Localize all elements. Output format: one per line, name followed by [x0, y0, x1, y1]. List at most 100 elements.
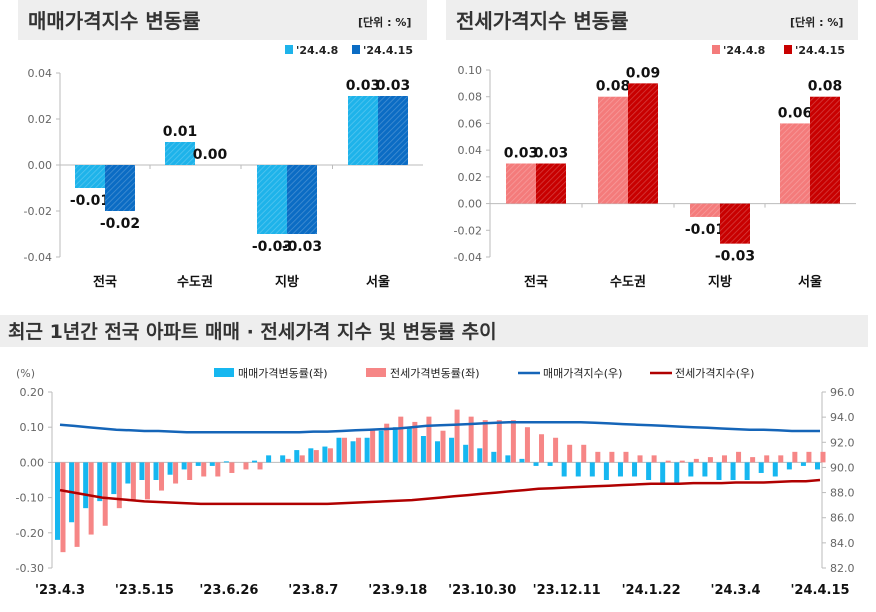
sale-data-label: 0.03: [346, 78, 381, 94]
sale-change-bar: [364, 437, 370, 463]
jeonse-bar-hatch: [810, 96, 840, 204]
x-tick-label: '24.1.22: [622, 583, 681, 598]
sale-change-bar: [280, 455, 286, 463]
jeonse-change-bar: [595, 451, 601, 463]
sale-change-bar: [786, 462, 792, 470]
bar-legend-swatch: [366, 368, 386, 377]
jeonse-change-bar: [764, 455, 770, 463]
jeonse-y-tick-label: -0.02: [454, 224, 482, 237]
jeonse-legend-swatch: [784, 45, 792, 54]
sale-bar-hatch: [378, 96, 408, 165]
sale-change-bar: [322, 446, 328, 463]
jeonse-change-bar: [229, 462, 235, 473]
sale-chart-title: 매매가격지수 변동률: [28, 9, 201, 33]
jeonse-change-bar: [693, 458, 699, 463]
sale-data-label: 0.01: [163, 124, 198, 140]
sale-data-label: 0.00: [193, 147, 228, 163]
jeonse-change-bar: [778, 455, 784, 463]
sale-change-bar: [603, 462, 609, 480]
sale-change-bar: [730, 462, 736, 480]
sale-legend-swatch: [352, 45, 360, 54]
jeonse-change-bar: [412, 421, 418, 463]
sale-legend-swatch: [285, 45, 293, 54]
sale-change-bar: [491, 451, 497, 463]
jeonse-change-bar: [257, 462, 263, 470]
jeonse-change-bar: [299, 455, 305, 463]
jeonse-bar-hatch: [598, 96, 628, 204]
jeonse-change-bar: [313, 450, 319, 463]
jeonse-data-label: -0.01: [685, 222, 725, 238]
jeonse-change-bar: [327, 448, 333, 463]
x-tick-label: '23.9.18: [368, 583, 427, 598]
sale-change-bar: [632, 462, 638, 477]
sale-change-bar: [209, 462, 215, 466]
sale-change-bar: [477, 448, 483, 463]
jeonse-change-bar: [623, 451, 629, 463]
sale-change-bar: [125, 462, 131, 484]
jeonse-change-bar: [440, 430, 446, 463]
sale-change-bar: [575, 462, 581, 477]
left-y-tick-label: 0.20: [20, 386, 45, 399]
sale-change-bar: [252, 460, 258, 463]
sale-change-bar: [617, 462, 623, 477]
x-tick-label: '23.6.26: [199, 583, 258, 598]
jeonse-change-bar: [468, 416, 474, 463]
sale-change-bar: [674, 462, 680, 484]
jeonse-change-bar: [820, 451, 826, 463]
x-tick-label: '23.8.7: [288, 583, 338, 598]
jeonse-bar-hatch: [628, 83, 658, 204]
sale-change-bar: [223, 461, 229, 463]
sale-change-bar: [547, 462, 553, 466]
right-y-tick-label: 96.0: [830, 386, 855, 399]
jeonse-change-bar: [88, 462, 94, 535]
jeonse-legend-label: '24.4.8: [723, 44, 765, 57]
jeonse-change-bar: [524, 427, 530, 463]
sale-change-bar: [83, 462, 89, 509]
sale-change-bar: [139, 462, 145, 480]
jeonse-change-bar: [651, 455, 657, 463]
sale-header-bar: [18, 0, 427, 40]
jeonse-bar-hatch: [690, 203, 720, 217]
bar-legend-swatch: [214, 368, 234, 377]
line-legend-label: 전세가격지수(우): [675, 367, 754, 380]
sale-change-bar: [167, 462, 173, 475]
jeonse-change-bar: [454, 409, 460, 463]
left-y-tick-label: 0.00: [20, 456, 45, 469]
sale-change-bar: [181, 462, 187, 470]
jeonse-change-bar: [806, 451, 812, 463]
sale-y-tick-label: 0.00: [28, 159, 53, 172]
right-y-tick-label: 88.0: [830, 487, 855, 500]
sale-bar-hatch: [105, 165, 135, 211]
jeonse-change-bar: [567, 444, 573, 463]
jeonse-bar-hatch: [536, 163, 566, 204]
jeonse-change-bar: [609, 451, 615, 463]
jeonse-change-bar: [482, 420, 488, 463]
jeonse-y-tick-label: -0.04: [454, 251, 482, 264]
jeonse-bar-hatch: [506, 163, 536, 204]
jeonse-header-bar: [446, 0, 858, 40]
jeonse-change-bar: [159, 462, 165, 491]
right-y-tick-label: 92.0: [830, 436, 855, 449]
jeonse-data-label: 0.06: [778, 105, 813, 121]
jeonse-data-label: 0.03: [504, 146, 539, 162]
jeonse-change-bar: [581, 444, 587, 463]
jeonse-change-bar: [341, 437, 347, 463]
jeonse-change-bar: [356, 437, 362, 463]
sale-change-bar: [449, 437, 455, 463]
jeonse-y-tick-label: 0.04: [458, 144, 483, 157]
jeonse-data-label: 0.03: [534, 146, 569, 162]
jeonse-change-bar: [426, 416, 432, 463]
jeonse-unit-label: [단위 : %]: [790, 15, 843, 29]
jeonse-chart-title: 전세가격지수 변동률: [456, 9, 629, 33]
sale-change-bar: [420, 436, 426, 463]
jeonse-change-bar: [370, 428, 376, 463]
right-y-tick-label: 84.0: [830, 537, 855, 550]
jeonse-category-label: 수도권: [610, 275, 646, 290]
jeonse-change-bar: [215, 462, 221, 477]
jeonse-change-bar: [721, 455, 727, 463]
jeonse-y-tick-label: 0.02: [458, 171, 483, 184]
x-tick-label: '23.10.30: [448, 583, 516, 598]
jeonse-data-label: 0.09: [626, 65, 661, 81]
sale-bar-hatch: [287, 165, 317, 234]
jeonse-legend-label: '24.4.15: [795, 44, 845, 57]
